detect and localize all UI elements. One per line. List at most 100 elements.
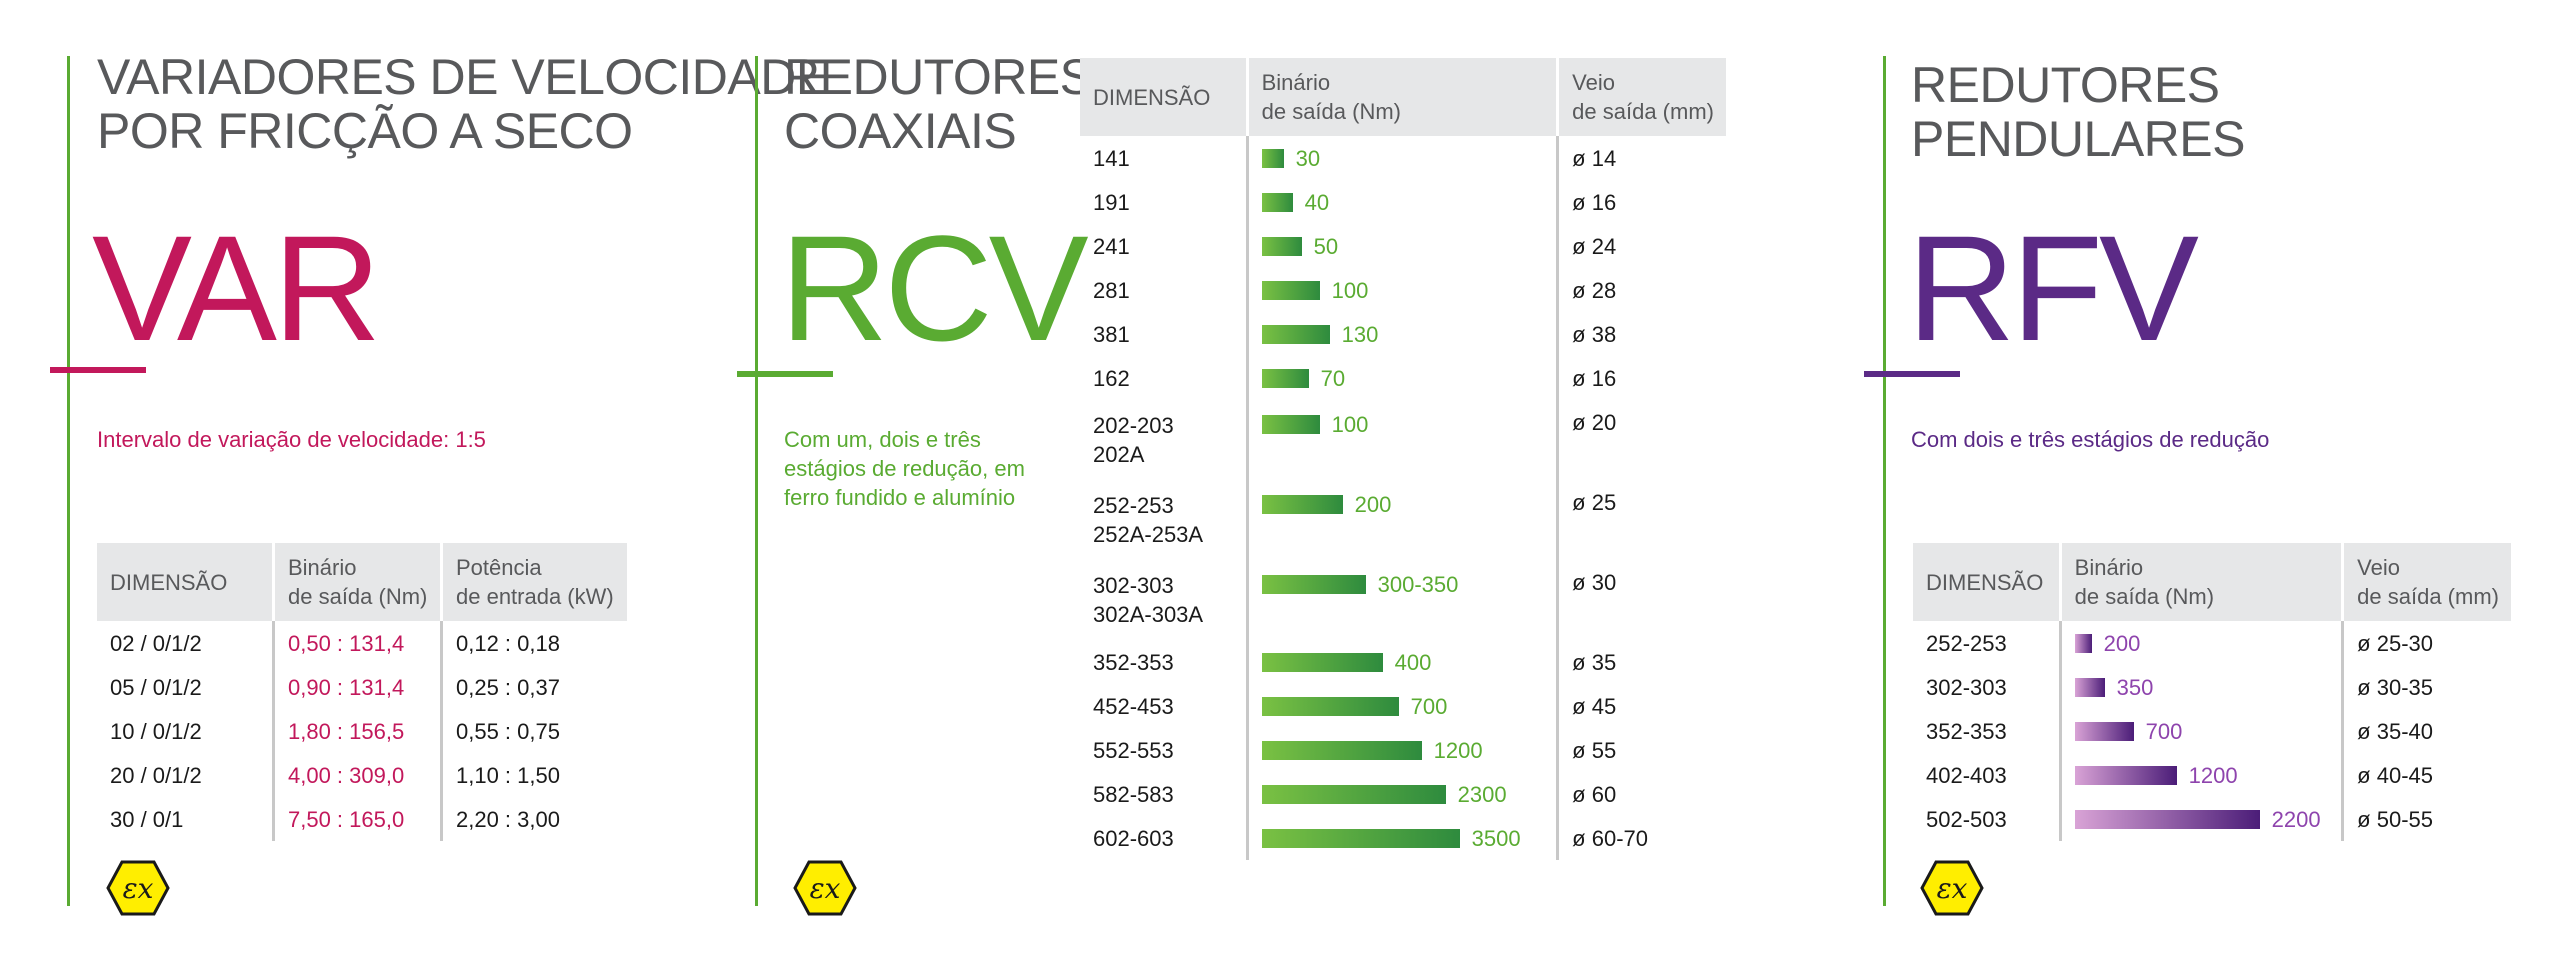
rfv-dimension-cell: 402-403 [1926,762,2007,788]
rfv-col-shaft: Veio de saída (mm) [2341,543,2511,621]
var-dimension-cell: 05 / 0/1/2 [110,674,202,700]
rcv-torque-value: 50 [1313,234,1339,260]
rcv-torque-bar [1261,237,1302,257]
rcv-dimension-cell: 582-583 [1093,781,1174,807]
rcv-dimension-cell: 452-453 [1093,693,1174,719]
var-power-cell: 0,12 : 0,18 [440,621,627,665]
rcv-accent-rule [737,371,833,377]
rcv-shaft-cell: ø 20 [1556,400,1726,480]
rcv-title-line-1: REDUTORES [784,49,1093,105]
rcv-torque-cell: 50 [1245,224,1558,268]
rfv-shaft-cell: ø 35-40 [2341,709,2511,753]
rfv-description: Com dois e três estágios de redução [1911,427,2270,452]
rcv-torque-cell: 100 [1245,268,1558,312]
var-dimension-cell: 02 / 0/1/2 [110,630,202,656]
var-torque-cell: 0,50 : 131,4 [272,621,442,665]
rfv-torque-bar [2074,722,2134,742]
rcv-shaft-cell: ø 28 [1556,268,1726,312]
table-row: 05 / 0/1/2 0,90 : 131,4 0,25 : 0,37 [97,665,627,709]
rcv-shaft-cell: ø 24 [1556,224,1726,268]
table-row: 402-403 1200 ø 40-45 [1913,753,2511,797]
rfv-vertical-rule [1883,56,1886,906]
rcv-col-dimension: DIMENSÃO [1080,58,1248,136]
rfv-torque-bar [2074,766,2177,786]
rcv-spec-table: DIMENSÃO Binário de saída (Nm) Veio de s… [1080,58,1726,860]
rcv-torque-value: 300-350 [1377,571,1459,597]
table-row: 141 30 ø 14 [1080,136,1726,180]
var-power-cell: 2,20 : 3,00 [440,797,627,841]
rcv-torque-value: 3500 [1471,826,1521,852]
rcv-torque-value: 130 [1341,322,1379,348]
rcv-dimension-cell: 162 [1093,365,1130,391]
svg-text:εx: εx [1937,872,1968,905]
rcv-vertical-rule [755,56,758,906]
rcv-shaft-cell: ø 55 [1556,728,1726,772]
var-vertical-rule [67,56,70,906]
table-row: 30 / 0/1 7,50 : 165,0 2,20 : 3,00 [97,797,627,841]
rcv-torque-bar [1261,149,1284,169]
table-header-row: DIMENSÃO Binário de saída (Nm) Potência … [97,543,627,621]
rfv-torque-value: 350 [2116,675,2154,701]
rfv-shaft-cell: ø 40-45 [2341,753,2511,797]
table-row: 352-353 400 ø 35 [1080,640,1726,684]
rfv-dimension-cell: 502-503 [1926,806,2007,832]
table-row: 302-303 350 ø 30-35 [1913,665,2511,709]
rcv-torque-value: 1200 [1433,738,1483,764]
rfv-torque-cell: 350 [2058,665,2343,709]
rcv-torque-cell: 700 [1245,684,1558,728]
var-title-line-1: VARIADORES DE VELOCIDADE [97,49,829,105]
rcv-torque-bar [1261,829,1460,849]
rcv-torque-value: 200 [1354,491,1392,517]
table-header-row: DIMENSÃO Binário de saída (Nm) Veio de s… [1913,543,2511,621]
rfv-torque-cell: 2200 [2058,797,2343,841]
rfv-torque-bar [2074,678,2105,698]
rcv-dimension-cell: 552-553 [1093,737,1174,763]
var-dimension-cell: 10 / 0/1/2 [110,718,202,744]
rcv-torque-cell: 70 [1245,356,1558,400]
rcv-shaft-cell: ø 38 [1556,312,1726,356]
atex-ex-icon: εx [1920,860,1984,916]
table-row: 552-553 1200 ø 55 [1080,728,1726,772]
table-row: 10 / 0/1/2 1,80 : 156,5 0,55 : 0,75 [97,709,627,753]
rfv-torque-cell: 1200 [2058,753,2343,797]
table-row: 241 50 ø 24 [1080,224,1726,268]
rfv-title: REDUTORES PENDULARES [1911,58,2246,166]
rcv-dimension-cell: 141 [1093,145,1130,171]
rfv-dimension-cell: 252-253 [1926,630,2007,656]
var-power-cell: 0,25 : 0,37 [440,665,627,709]
rcv-dimension-cell: 352-353 [1093,649,1174,675]
rcv-torque-cell: 130 [1245,312,1558,356]
var-dimension-cell: 30 / 0/1 [110,806,184,832]
var-title: VARIADORES DE VELOCIDADE POR FRICÇÃO A S… [97,50,829,158]
rcv-torque-bar [1261,653,1383,673]
var-col-dimension: DIMENSÃO [97,543,274,621]
rcv-torque-bar [1261,574,1366,594]
rcv-shaft-cell: ø 60-70 [1556,816,1726,860]
table-row: 602-603 3500 ø 60-70 [1080,816,1726,860]
var-description: Intervalo de variação de velocidade: 1:5 [97,427,486,452]
table-row: 162 70 ø 16 [1080,356,1726,400]
rcv-shaft-cell: ø 60 [1556,772,1726,816]
rcv-shaft-cell: ø 14 [1556,136,1726,180]
table-row: 202-203 202A 100 ø 20 [1080,400,1726,480]
var-power-cell: 0,55 : 0,75 [440,709,627,753]
rfv-torque-value: 700 [2145,719,2183,745]
rcv-shaft-cell: ø 45 [1556,684,1726,728]
rcv-torque-bar [1261,494,1343,514]
var-title-line-2: POR FRICÇÃO A SECO [97,103,633,159]
rfv-col-torque: Binário de saída (Nm) [2058,543,2343,621]
rcv-torque-cell: 1200 [1245,728,1558,772]
rcv-torque-cell: 300-350 [1245,560,1558,640]
rcv-torque-value: 2300 [1457,782,1507,808]
rfv-dimension-cell: 302-303 [1926,674,2007,700]
table-row: 502-503 2200 ø 50-55 [1913,797,2511,841]
rcv-dimension-cell: 191 [1093,189,1130,215]
rcv-col-shaft: Veio de saída (mm) [1556,58,1726,136]
rcv-torque-bar [1261,325,1330,345]
rfv-accent-rule [1864,371,1960,377]
table-row: 302-303 302A-303A 300-350 ø 30 [1080,560,1726,640]
rcv-torque-cell: 40 [1245,180,1558,224]
rcv-dimension-cell: 241 [1093,233,1130,259]
rcv-torque-cell: 200 [1245,480,1558,560]
rfv-shaft-cell: ø 25-30 [2341,621,2511,665]
